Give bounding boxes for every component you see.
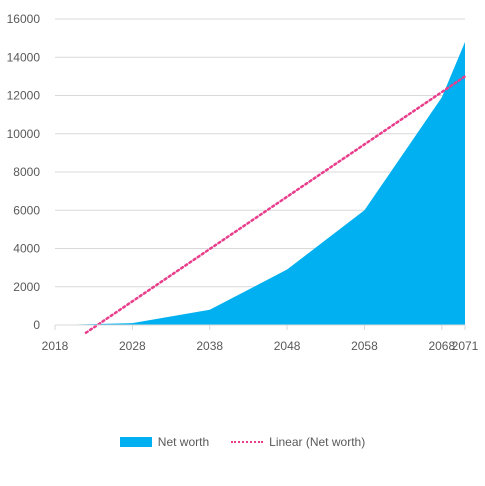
legend: Net worth Linear (Net worth) (0, 430, 485, 454)
y-tick-label: 0 (33, 318, 40, 332)
x-tick-label: 2048 (274, 339, 301, 353)
y-tick-label: 14000 (7, 50, 41, 64)
axes: 0 2000 4000 6000 8000 10000 12000 14000 16000 201… (7, 12, 479, 353)
y-tick-label: 8000 (13, 165, 40, 179)
x-tick-label: 2058 (351, 339, 378, 353)
y-tick-label: 6000 (13, 203, 40, 217)
legend-swatch-linear (231, 441, 264, 443)
y-tick-label: 2000 (13, 280, 40, 294)
legend-swatch-net-worth (119, 437, 152, 447)
legend-item-linear: Linear (Net worth) (231, 435, 365, 449)
y-tick-label: 10000 (7, 127, 41, 141)
legend-label-net-worth: Net worth (157, 435, 210, 449)
x-tick-label: 2028 (119, 339, 146, 353)
y-tick-label: 16000 (7, 12, 41, 26)
x-tick-label: 2018 (42, 339, 69, 353)
y-tick-label: 12000 (7, 89, 41, 103)
y-tick-label: 4000 (13, 242, 40, 256)
gridlines (55, 18, 465, 326)
x-tick-label: 2068 (428, 339, 455, 353)
legend-item-net-worth: Net worth (119, 435, 210, 449)
series-layer (55, 41, 467, 335)
net-worth-area (55, 41, 465, 325)
x-tick-label: 2071 (452, 339, 479, 353)
linear-trendline (84, 75, 467, 335)
legend-label-linear: Linear (Net worth) (269, 435, 366, 449)
net-worth-chart: 0 2000 4000 6000 8000 10000 12000 14000 16000 201… (7, 12, 479, 353)
x-tick-label: 2038 (196, 339, 223, 353)
